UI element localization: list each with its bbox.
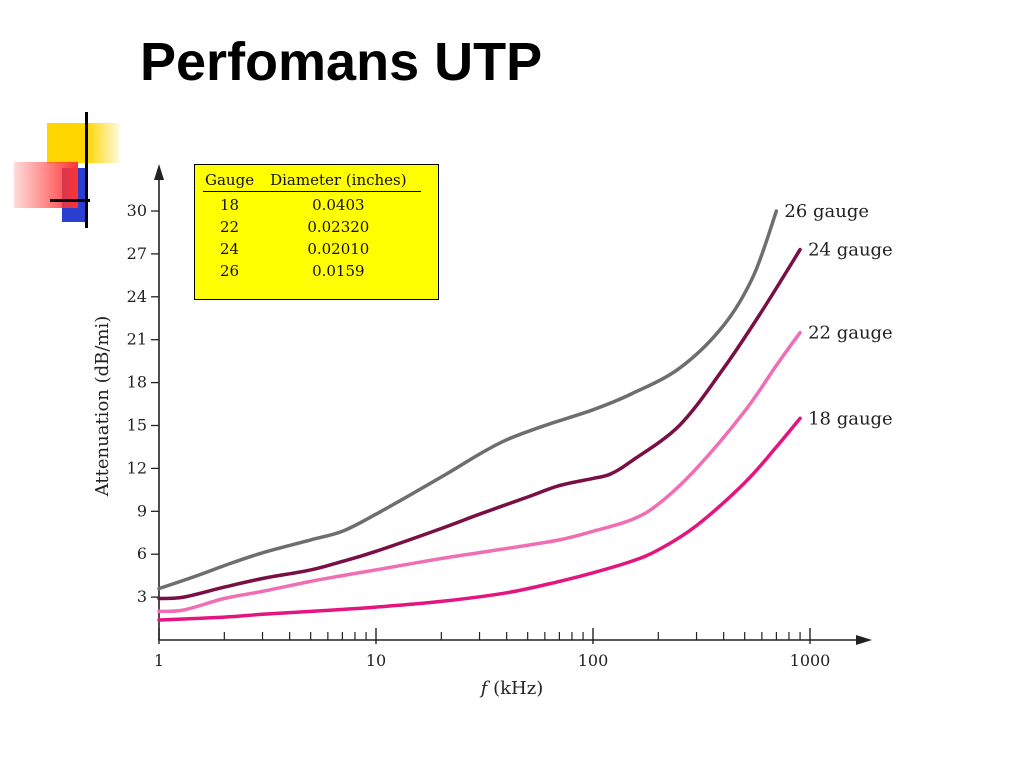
y-axis-arrow [154,164,164,180]
x-axis-title: f (kHz) [479,678,544,699]
y-axis-title: Attenuation (dB/mi) [92,316,113,498]
chart-labels: f (kHz) Attenuation (dB/mi) 26 gauge 24 gau… [92,201,893,699]
series-line-24-gauge [157,247,802,601]
table-cell-gauge: 24 [219,240,240,258]
table-cell-gauge: 18 [219,196,240,214]
y-tick-label: 30 [127,201,147,220]
series-label-26-gauge: 26 gauge [784,201,869,222]
slide-title: Perfomans UTP [140,32,543,92]
y-tick-label: 12 [127,458,147,477]
table-header-diameter: Diameter (inches) [268,171,421,192]
table-cell-diameter: 0.0159 [312,262,365,280]
y-tick-label: 6 [137,544,147,563]
x-tick-label: 100 [578,651,609,670]
table-cell-diameter: 0.02320 [307,218,370,236]
deco-horizontal-line [50,199,90,202]
gauge-diameter-table: Gauge Diameter (inches) 18 0.0403 22 0.0… [194,164,439,300]
table-header-gauge: Gauge [203,171,269,192]
deco-yellow-square-lower [47,123,87,163]
y-tick-label: 24 [127,287,147,306]
y-tick-label: 18 [127,373,147,392]
table-cell-diameter: 0.02010 [307,240,370,258]
x-tick-label: 1000 [790,651,831,670]
y-tick-label: 21 [127,330,147,349]
y-tick-label: 15 [127,416,147,435]
series-label-18-gauge: 18 gauge [808,408,893,429]
table-cell-gauge: 26 [219,262,240,280]
series-line-18-gauge [157,416,802,622]
y-tick-label: 3 [137,587,147,606]
table-row: 18 0.0403 [203,192,421,214]
table-row: 24 0.02010 [203,236,421,258]
table-cell-diameter: 0.0403 [312,196,365,214]
y-tick-label: 27 [127,244,147,263]
x-tick-label: 1 [154,651,164,670]
x-tick-label: 10 [366,651,386,670]
series-label-22-gauge: 22 gauge [808,323,893,344]
series-line-26-gauge [157,209,779,591]
table-cell-gauge: 22 [219,218,240,236]
series-line-22-gauge [157,330,802,614]
chart-series [157,209,802,622]
table-row: 26 0.0159 [203,258,421,280]
chart-axes: 3 6 9 12 15 18 21 24 27 30 1 10 100 1000 [127,164,872,670]
table-row: 22 0.02320 [203,214,421,236]
series-label-24-gauge: 24 gauge [808,240,893,261]
x-axis-arrow [856,635,872,645]
deco-vertical-line [85,112,88,228]
y-tick-label: 9 [137,501,147,520]
